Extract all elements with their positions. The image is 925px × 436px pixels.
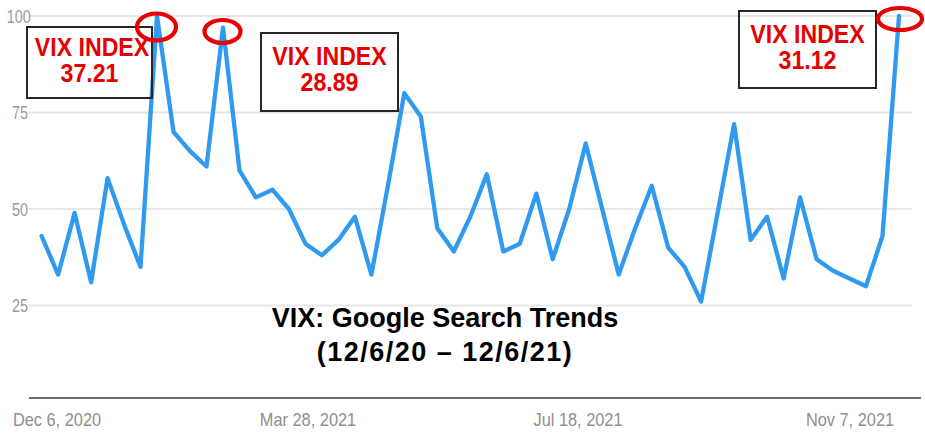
highlight-ellipse-peak1 bbox=[137, 14, 176, 41]
peak-highlights bbox=[0, 0, 925, 436]
highlight-ellipse-peak2 bbox=[205, 20, 241, 43]
highlight-ellipse-peak3 bbox=[878, 8, 922, 30]
vix-google-trends-chart: 100755025 Dec 6, 2020Mar 28, 2021Jul 18,… bbox=[0, 0, 925, 436]
